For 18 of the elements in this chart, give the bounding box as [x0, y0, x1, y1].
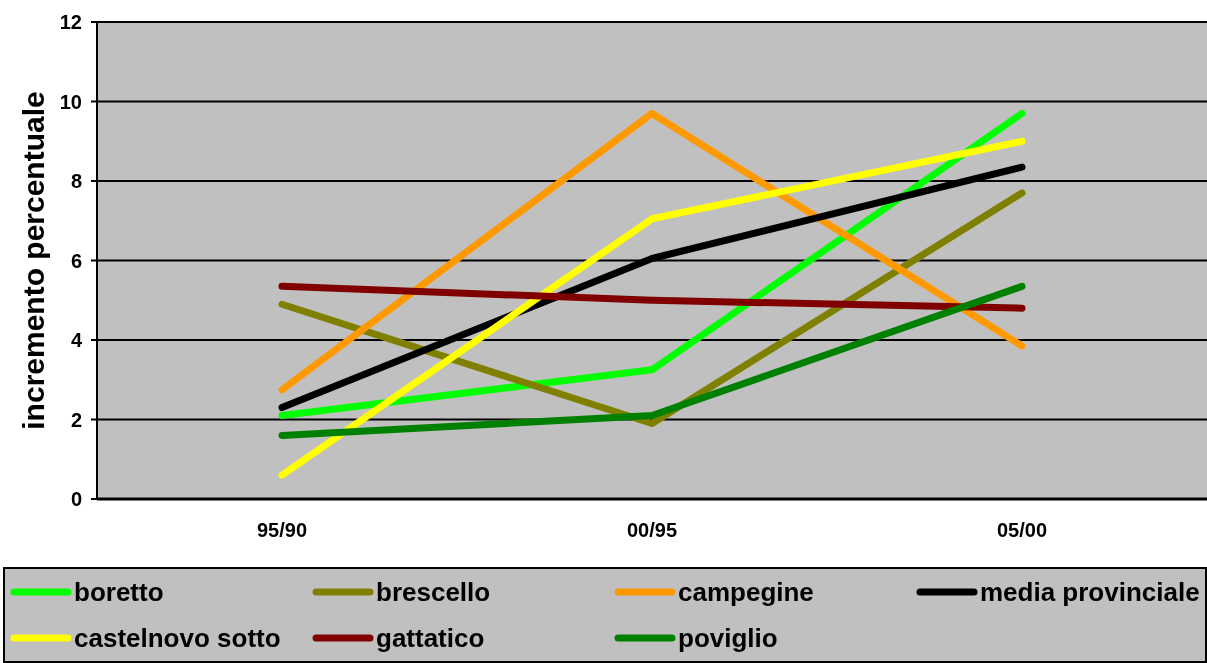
y-tick-label: 6: [70, 249, 82, 272]
y-tick-label: 10: [59, 90, 82, 113]
legend-label: poviglio: [678, 622, 778, 654]
y-axis-title: incremento percentuale: [16, 91, 50, 430]
x-tick-label: 95/90: [256, 519, 308, 542]
legend-label: gattatico: [376, 622, 485, 654]
legend-label: castelnovo sotto: [74, 622, 281, 654]
legend-label: brescello: [376, 576, 491, 608]
x-tick-label: 00/95: [626, 519, 678, 542]
legend-label: boretto: [74, 576, 164, 608]
y-tick-label: 4: [70, 329, 83, 352]
legend-label: campegine: [678, 576, 814, 608]
y-tick-label: 8: [70, 170, 82, 193]
y-tick-label: 2: [70, 408, 82, 431]
x-tick-label: 05/00: [996, 519, 1048, 542]
y-tick-label: 0: [70, 488, 82, 511]
legend-label: media provinciale: [980, 576, 1200, 608]
y-tick-label: 12: [59, 11, 82, 34]
